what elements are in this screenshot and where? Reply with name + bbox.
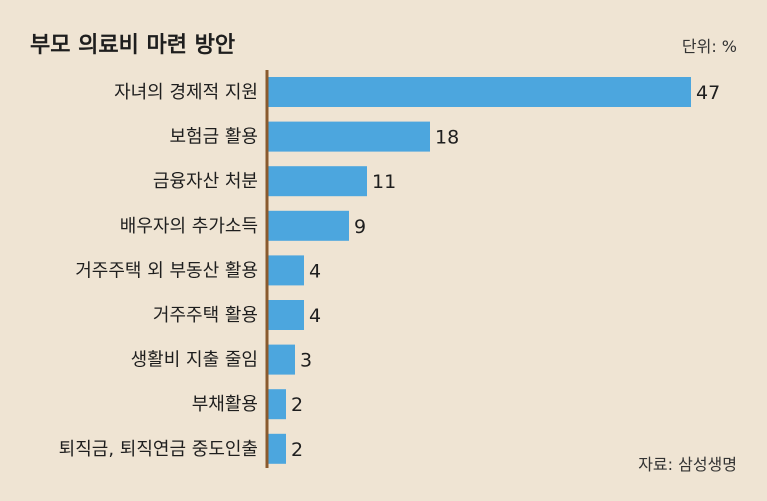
category-label: 자녀의 경제적 지원 xyxy=(114,82,258,103)
category-label: 거주주택 외 부동산 활용 xyxy=(75,260,258,281)
value-label: 2 xyxy=(291,439,303,461)
chart-title: 부모 의료비 마련 방안 xyxy=(30,33,235,58)
bar xyxy=(268,300,304,330)
category-label: 부채활용 xyxy=(192,394,258,415)
category-label: 보험금 활용 xyxy=(169,127,258,148)
value-label: 9 xyxy=(354,216,366,238)
category-label: 생활비 지출 줄임 xyxy=(131,350,258,371)
value-label: 47 xyxy=(696,82,720,104)
bar-group: 자녀의 경제적 지원 47 보험금 활용 18 금융자산 처분 11 배우자의 추가소득 9 거… xyxy=(59,77,720,464)
bar xyxy=(268,121,430,152)
category-label: 거주주택 활용 xyxy=(153,305,258,326)
value-label: 4 xyxy=(309,305,321,327)
category-label: 퇴직금, 퇴직연금 중도인출 xyxy=(59,439,258,460)
value-label: 3 xyxy=(300,350,312,372)
bar xyxy=(268,389,286,420)
bar xyxy=(268,210,349,241)
value-label: 11 xyxy=(372,171,396,193)
category-label: 금융자산 처분 xyxy=(153,171,258,192)
bar xyxy=(268,255,304,286)
value-label: 18 xyxy=(435,127,459,149)
bar xyxy=(268,433,286,464)
value-label: 4 xyxy=(309,260,321,282)
source-note: 자료: 삼성생명 xyxy=(638,455,737,474)
bar xyxy=(268,166,367,197)
bar xyxy=(268,344,295,375)
bar xyxy=(268,77,691,107)
unit-label: 단위: % xyxy=(682,37,737,56)
value-label: 2 xyxy=(291,394,303,416)
category-label: 배우자의 추가소득 xyxy=(120,216,258,237)
